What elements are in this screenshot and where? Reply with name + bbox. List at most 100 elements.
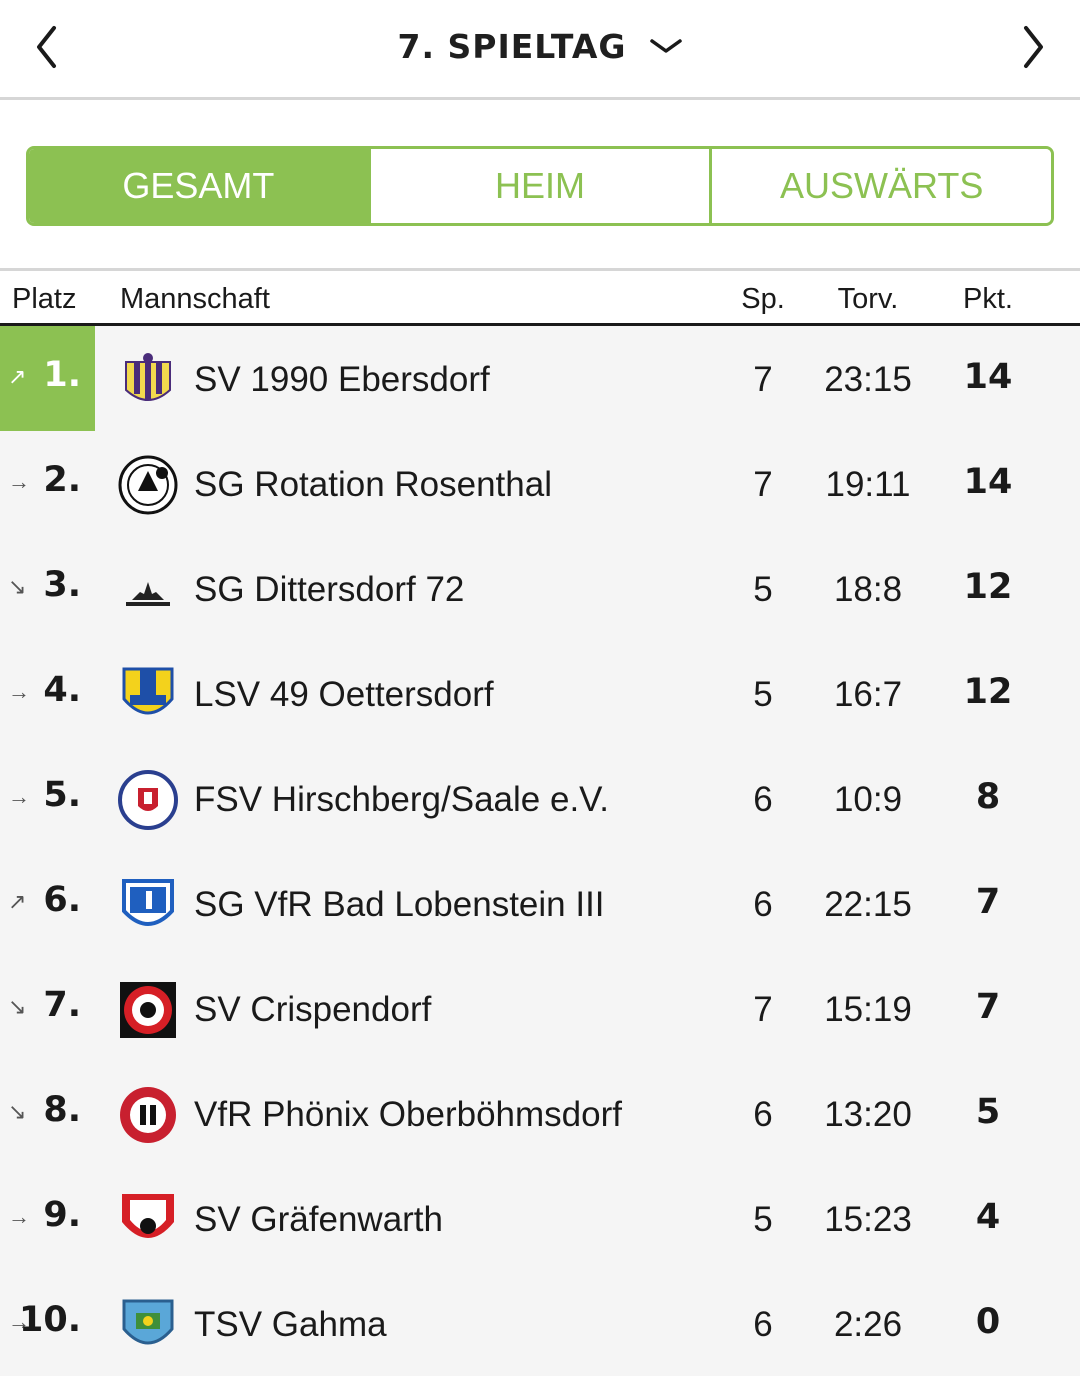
points: 14 (963, 462, 1013, 502)
games-played: 6 (753, 885, 773, 924)
rank: 6. (43, 880, 81, 920)
points: 5 (975, 1092, 1001, 1132)
goal-ratio: 10:9 (833, 780, 903, 819)
points: 7 (975, 882, 1001, 922)
tab-gesamt[interactable]: GESAMT (29, 149, 368, 223)
trend-up-icon: ↗ (8, 889, 27, 914)
goal-ratio: 13:20 (824, 1095, 912, 1134)
tab-heim[interactable]: HEIM (367, 149, 710, 223)
table-row[interactable]: → 10. TSV Gahma 6 2:26 0 (0, 1271, 1080, 1376)
team-crest-icon (118, 455, 178, 515)
table-row[interactable]: → 4. LSV 49 Oettersdorf 5 16:7 12 (0, 641, 1080, 746)
team-crest-icon (120, 982, 176, 1038)
table-row[interactable]: → 5. FSV Hirschberg/Saale e.V. 6 10:9 8 (0, 746, 1080, 851)
team-name[interactable]: SG VfR Bad Lobenstein III (194, 885, 605, 924)
table-row[interactable]: ↗ 6. SG VfR Bad Lobenstein III 6 22:15 7 (0, 851, 1080, 956)
table-row[interactable]: → 9. SV Gräfenwarth 5 15:23 4 (0, 1166, 1080, 1271)
matchday-label: 7. SPIELTAG (397, 26, 627, 66)
games-played: 6 (753, 1305, 773, 1344)
team-name[interactable]: FSV Hirschberg/Saale e.V. (194, 780, 610, 819)
team-name[interactable]: SV Crispendorf (194, 990, 432, 1029)
team-name[interactable]: SG Dittersdorf 72 (194, 570, 465, 609)
column-header-sp[interactable]: Sp. (741, 283, 785, 315)
games-played: 6 (753, 780, 773, 819)
chevron-right-icon[interactable] (1014, 22, 1054, 72)
rank-cell: ↘ 8. (0, 1061, 95, 1166)
team-name[interactable]: LSV 49 Oettersdorf (194, 675, 494, 714)
points: 12 (963, 672, 1013, 712)
games-played: 7 (753, 465, 773, 504)
trend-down-icon: ↘ (8, 994, 27, 1019)
tab-auswaerts[interactable]: AUSWÄRTS (709, 149, 1051, 223)
team-crest-icon (118, 770, 178, 830)
rank: 10. (18, 1300, 81, 1340)
team-crest-icon (122, 667, 174, 715)
goal-ratio: 22:15 (824, 885, 912, 924)
rank-cell: ↗ 1. (0, 326, 95, 431)
rank: 7. (43, 985, 81, 1025)
trend-same-icon: → (8, 1309, 30, 1334)
table-row[interactable]: ↘ 8. VfR Phönix Oberböhmsdorf 6 13:20 5 (0, 1061, 1080, 1166)
column-header-mannschaft[interactable]: Mannschaft (120, 283, 270, 315)
points: 12 (963, 567, 1013, 607)
trend-down-icon: ↘ (8, 574, 27, 599)
team-name[interactable]: VfR Phönix Oberböhmsdorf (194, 1095, 622, 1134)
rank-cell: → 5. (0, 746, 95, 851)
trend-up-icon: ↗ (8, 364, 27, 389)
table-row[interactable]: ↗ 1. SV 1990 Ebersdorf 7 23:15 14 (0, 326, 1080, 431)
team-crest-icon (122, 1299, 174, 1345)
trend-down-icon: ↘ (8, 1099, 27, 1124)
rank: 9. (43, 1195, 81, 1235)
team-crest-icon (122, 879, 174, 926)
table-row[interactable]: ↘ 3. SG Dittersdorf 72 5 18:8 12 (0, 536, 1080, 641)
trend-same-icon: → (8, 1204, 30, 1229)
goal-ratio: 18:8 (833, 570, 903, 609)
games-played: 7 (753, 990, 773, 1029)
goal-ratio: 15:19 (824, 990, 912, 1029)
rank: 4. (43, 670, 81, 710)
team-crest-icon (126, 582, 170, 606)
points: 0 (975, 1302, 1001, 1342)
points: 4 (975, 1197, 1001, 1237)
games-played: 7 (753, 360, 773, 399)
table-header: Platz Mannschaft Sp. Torv. Pkt. (0, 268, 1080, 326)
games-played: 5 (753, 570, 773, 609)
points: 7 (975, 987, 1001, 1027)
games-played: 5 (753, 675, 773, 714)
table-row[interactable]: → 2. SG Rotation Rosenthal 7 19:11 14 (0, 431, 1080, 536)
points: 8 (975, 777, 1001, 817)
goal-ratio: 15:23 (824, 1200, 912, 1239)
team-name[interactable]: SV Gräfenwarth (194, 1200, 443, 1239)
rank: 2. (43, 460, 81, 500)
column-header-platz[interactable]: Platz (12, 283, 77, 315)
goal-ratio: 23:15 (824, 360, 912, 399)
chevron-left-icon[interactable] (26, 22, 66, 72)
filter-tabs: GESAMT HEIM AUSWÄRTS (26, 146, 1054, 226)
games-played: 6 (753, 1095, 773, 1134)
rank-cell: ↘ 3. (0, 536, 95, 641)
trend-same-icon: → (8, 679, 30, 704)
trend-same-icon: → (8, 784, 30, 809)
games-played: 5 (753, 1200, 773, 1239)
rank: 1. (43, 355, 81, 395)
rank-cell: ↗ 6. (0, 851, 95, 956)
team-name[interactable]: SG Rotation Rosenthal (194, 465, 552, 504)
goal-ratio: 19:11 (825, 465, 911, 504)
goal-ratio: 16:7 (833, 675, 903, 714)
trend-same-icon: → (8, 469, 30, 494)
team-crest-icon (125, 353, 171, 401)
top-bar: 7. SPIELTAG (0, 0, 1080, 100)
team-name[interactable]: SV 1990 Ebersdorf (194, 360, 490, 399)
table-row[interactable]: ↘ 7. SV Crispendorf 7 15:19 7 (0, 956, 1080, 1061)
points: 14 (963, 357, 1013, 397)
rank-cell: ↘ 7. (0, 956, 95, 1061)
team-crest-icon (122, 1194, 174, 1238)
rank-cell: → 2. (0, 431, 95, 536)
matchday-selector[interactable]: 7. SPIELTAG (0, 24, 1080, 68)
rank: 8. (43, 1090, 81, 1130)
column-header-torv[interactable]: Torv. (837, 283, 899, 315)
team-crest-icon (120, 1087, 176, 1143)
column-header-pkt[interactable]: Pkt. (963, 283, 1013, 315)
rank: 5. (43, 775, 81, 815)
team-name[interactable]: TSV Gahma (194, 1305, 387, 1344)
